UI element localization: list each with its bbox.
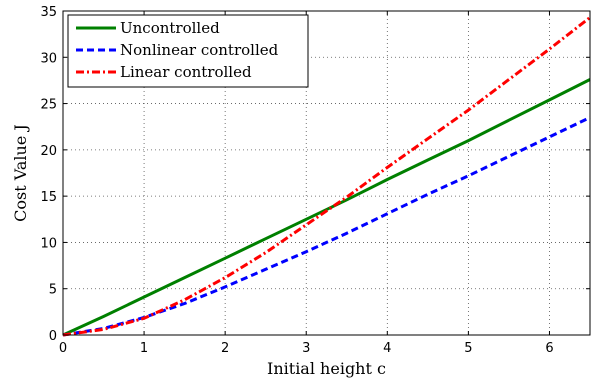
y-tick-label: 5 bbox=[49, 283, 57, 298]
y-axis-label: Cost Value J bbox=[11, 124, 30, 222]
y-tick-label: 15 bbox=[40, 190, 57, 205]
x-tick-label: 3 bbox=[302, 341, 310, 356]
legend: Uncontrolled Nonlinear controlled Linear c… bbox=[67, 14, 309, 88]
x-tick-label: 5 bbox=[464, 341, 472, 356]
x-tick-label: 0 bbox=[59, 341, 67, 356]
series-line-linear-controlled bbox=[62, 16, 591, 337]
axis-ticks: 0 1 2 3 4 5 6 0 5 10 15 20 25 30 35 bbox=[40, 5, 590, 356]
legend-label: Linear controlled bbox=[120, 63, 252, 81]
series-line-uncontrolled bbox=[62, 78, 591, 337]
y-tick-label: 25 bbox=[40, 98, 57, 113]
y-tick-label: 0 bbox=[49, 329, 57, 344]
legend-label: Nonlinear controlled bbox=[120, 41, 279, 59]
legend-label: Uncontrolled bbox=[120, 19, 220, 37]
series-line-nonlinear-controlled bbox=[62, 116, 591, 337]
y-tick-label: 35 bbox=[40, 5, 57, 20]
x-tick-label: 6 bbox=[545, 341, 553, 356]
x-axis-label: Initial height c bbox=[267, 359, 386, 378]
x-tick-label: 4 bbox=[383, 341, 391, 356]
y-tick-label: 20 bbox=[40, 144, 57, 159]
y-tick-label: 10 bbox=[40, 236, 57, 251]
series-lines bbox=[62, 16, 591, 337]
x-tick-label: 1 bbox=[140, 341, 148, 356]
plot-area-frame bbox=[62, 10, 591, 336]
x-tick-label: 2 bbox=[221, 341, 229, 356]
y-tick-label: 30 bbox=[40, 51, 57, 66]
